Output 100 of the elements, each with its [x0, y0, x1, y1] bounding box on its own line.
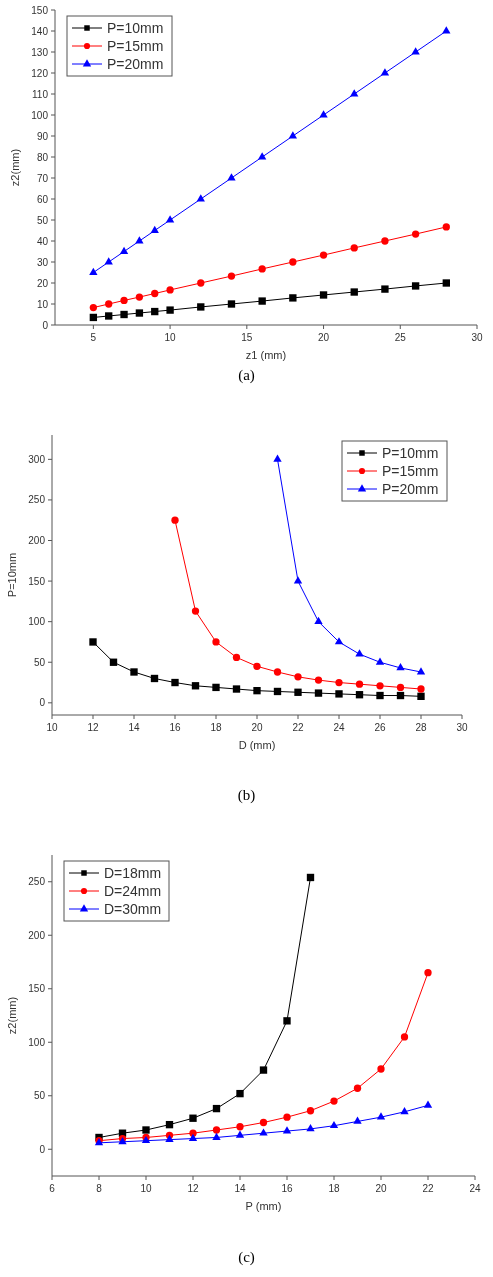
point — [319, 251, 328, 259]
point — [235, 1130, 245, 1138]
point — [135, 236, 144, 244]
x-tick-label: 6 — [49, 1183, 56, 1194]
point — [135, 293, 144, 301]
x-tick-label: 10 — [164, 332, 177, 343]
point — [89, 267, 98, 275]
x-tick-label: 24 — [469, 1183, 481, 1194]
point — [273, 454, 282, 462]
point — [165, 1120, 174, 1129]
y-tick-label: 0 — [39, 697, 46, 709]
x-tick-label: 10 — [46, 722, 58, 733]
point — [334, 637, 344, 645]
y-tick-label: 40 — [36, 235, 49, 247]
y-tick-label: 0 — [39, 1143, 46, 1155]
x-tick-label: 15 — [241, 332, 253, 343]
point — [335, 678, 343, 687]
point — [259, 1066, 268, 1074]
x-tick-label: 12 — [87, 722, 99, 733]
point — [105, 300, 113, 308]
point — [396, 691, 405, 700]
point — [212, 1104, 221, 1113]
x-tick-label: 18 — [210, 722, 222, 733]
point — [189, 1129, 197, 1137]
x-tick-label: 8 — [96, 1183, 103, 1194]
x-tick-label: 5 — [90, 332, 97, 343]
y-tick-label: 100 — [28, 1036, 46, 1048]
x-tick-label: 18 — [328, 1183, 340, 1194]
point — [258, 265, 266, 273]
legend-label: P=20mm — [382, 481, 439, 497]
y-tick-label: 250 — [28, 494, 46, 506]
point — [417, 692, 425, 701]
point — [424, 969, 432, 977]
point — [273, 687, 282, 696]
y-tick-label: 20 — [36, 277, 49, 289]
point — [89, 638, 97, 646]
y-axis-title: P=10mm — [6, 552, 18, 598]
x-tick-label: 14 — [128, 722, 140, 733]
point — [253, 662, 261, 670]
point — [330, 1097, 338, 1105]
legend-label: P=15mm — [382, 463, 439, 479]
point — [417, 685, 425, 693]
point — [258, 297, 266, 305]
x-tick-label: 16 — [169, 722, 181, 733]
point — [151, 307, 159, 316]
point — [355, 649, 364, 657]
y-tick-label: 110 — [32, 88, 49, 100]
point — [350, 288, 358, 296]
point — [289, 258, 297, 266]
point — [350, 89, 359, 97]
point — [188, 1133, 198, 1141]
x-tick-label: 16 — [281, 1183, 293, 1194]
x-tick-label: 22 — [422, 1183, 434, 1194]
point — [319, 110, 328, 118]
point — [197, 279, 205, 287]
y-axis-title: z2(mm) — [9, 148, 21, 187]
point — [212, 1126, 221, 1134]
point — [212, 638, 220, 646]
y-tick-label: 30 — [36, 256, 49, 268]
point — [306, 873, 315, 882]
point — [165, 1134, 174, 1143]
y-tick-label: 150 — [28, 983, 46, 995]
point — [150, 674, 159, 683]
y-tick-label: 100 — [31, 109, 49, 121]
point — [259, 1128, 268, 1136]
y-tick-label: 60 — [36, 193, 49, 205]
point — [130, 668, 138, 676]
legend-label: P=10mm — [107, 20, 164, 36]
point — [380, 68, 390, 76]
point — [212, 1132, 221, 1140]
legend-label: D=24mm — [104, 883, 162, 899]
y-tick-label: 300 — [28, 453, 46, 465]
point — [294, 673, 302, 681]
point — [150, 225, 159, 233]
x-tick-label: 20 — [317, 332, 330, 343]
point — [227, 300, 236, 308]
x-tick-label: 14 — [234, 1183, 246, 1194]
x-axis-title: D (mm) — [238, 739, 276, 751]
point — [196, 194, 205, 202]
y-tick-label: 80 — [36, 151, 49, 163]
point — [120, 310, 128, 319]
point — [294, 688, 302, 696]
point — [329, 1120, 339, 1129]
y-tick-label: 70 — [36, 172, 49, 184]
point — [89, 313, 98, 322]
point — [166, 306, 174, 314]
point — [109, 658, 118, 666]
point — [232, 685, 241, 693]
y-tick-label: 90 — [36, 130, 49, 142]
point — [142, 1126, 150, 1134]
point — [227, 272, 236, 280]
point — [350, 244, 358, 252]
point — [212, 683, 220, 692]
point — [119, 246, 129, 254]
point — [381, 285, 389, 293]
y-tick-label: 50 — [36, 214, 49, 226]
point — [171, 678, 179, 687]
y-axis-title: z2(mm) — [6, 996, 18, 1035]
point — [306, 1107, 315, 1115]
point — [353, 1116, 362, 1124]
